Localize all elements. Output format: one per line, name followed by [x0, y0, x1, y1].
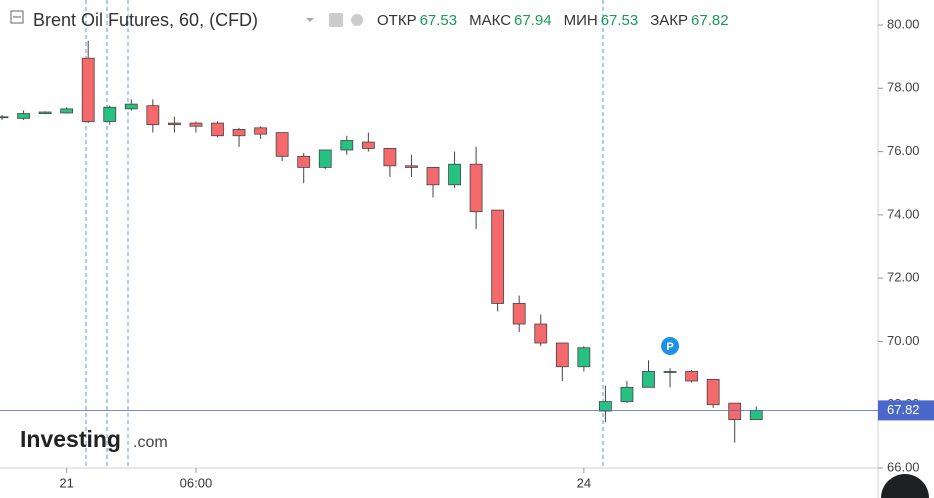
annotation-text: P: [666, 341, 673, 353]
candle-body: [555, 342, 569, 368]
chart-title: Brent Oil Futures, 60, (CFD): [33, 10, 258, 30]
candle-body: [383, 148, 397, 167]
ohlc-label: ЗАКР: [650, 12, 688, 29]
watermark-suffix: .com: [133, 434, 168, 451]
candle-body: [60, 108, 74, 114]
candle-body: [749, 410, 763, 420]
y-tick-label: 78.00: [887, 80, 920, 95]
candle-body: [577, 347, 591, 368]
candle-body: [0, 116, 9, 119]
dropdown-icon[interactable]: [306, 18, 314, 22]
candle-body: [620, 386, 634, 402]
candle-body: [361, 141, 375, 149]
candle-body: [232, 129, 246, 137]
action-button[interactable]: [881, 474, 929, 498]
watermark-main: Investing: [20, 426, 121, 452]
y-tick-label: 72.00: [887, 270, 920, 285]
ohlc-value: 67.82: [691, 12, 729, 29]
ohlc-value: 67.94: [514, 12, 552, 29]
ohlc-header: ОТКР 67.53 МАКС 67.94 МИН 67.53 ЗАКР 67.82: [377, 12, 729, 29]
candle-body: [146, 105, 160, 126]
ohlc-label: МАКС: [469, 12, 511, 29]
ohlc-value: 67.53: [420, 12, 458, 29]
candle-body: [38, 111, 52, 114]
x-tick-label: 24: [577, 475, 591, 490]
candle-body: [491, 209, 505, 304]
last-price-label: 67.82: [887, 402, 920, 417]
x-tick-label: 06:00: [180, 475, 213, 490]
candle-body: [254, 127, 268, 135]
candle-body: [706, 378, 720, 406]
candle-body: [405, 165, 418, 168]
candle-body: [512, 303, 526, 325]
candle-body: [103, 106, 117, 122]
candle-body: [663, 371, 677, 373]
candle-body: [297, 155, 311, 168]
candle-body: [599, 401, 612, 412]
candle-body: [728, 402, 742, 420]
watermark: Investing .com: [20, 426, 168, 452]
last-price-tag: [878, 400, 934, 421]
candle-body: [189, 122, 203, 127]
eye-icon[interactable]: [329, 13, 343, 27]
settings-icon[interactable]: [351, 14, 363, 26]
annotation-badge: [661, 337, 680, 355]
y-tick-label: 70.00: [887, 333, 920, 348]
candle-body: [318, 149, 332, 168]
candle-body: [685, 371, 698, 382]
candle-body: [642, 371, 655, 388]
ohlc-label: ОТКР: [377, 12, 417, 29]
collapse-button[interactable]: [10, 10, 24, 24]
y-tick-label: 76.00: [887, 143, 920, 158]
y-tick-label: 74.00: [887, 206, 920, 221]
candle-body: [124, 103, 138, 110]
y-tick-label: 80.00: [887, 16, 920, 31]
candle-body: [275, 132, 289, 157]
candle-body: [469, 163, 483, 213]
y-tick-label: 66.00: [887, 459, 920, 474]
candle-body: [340, 140, 354, 151]
candle-body: [81, 57, 95, 122]
candle-body: [426, 166, 440, 186]
ohlc-value: 67.53: [601, 12, 639, 29]
x-tick-label: 21: [59, 475, 73, 490]
candle-body: [167, 122, 181, 126]
candle-body: [448, 163, 461, 186]
candle-body: [17, 113, 30, 119]
candle-body: [211, 122, 224, 137]
ohlc-label: МИН: [564, 12, 598, 29]
candle-body: [534, 323, 548, 344]
